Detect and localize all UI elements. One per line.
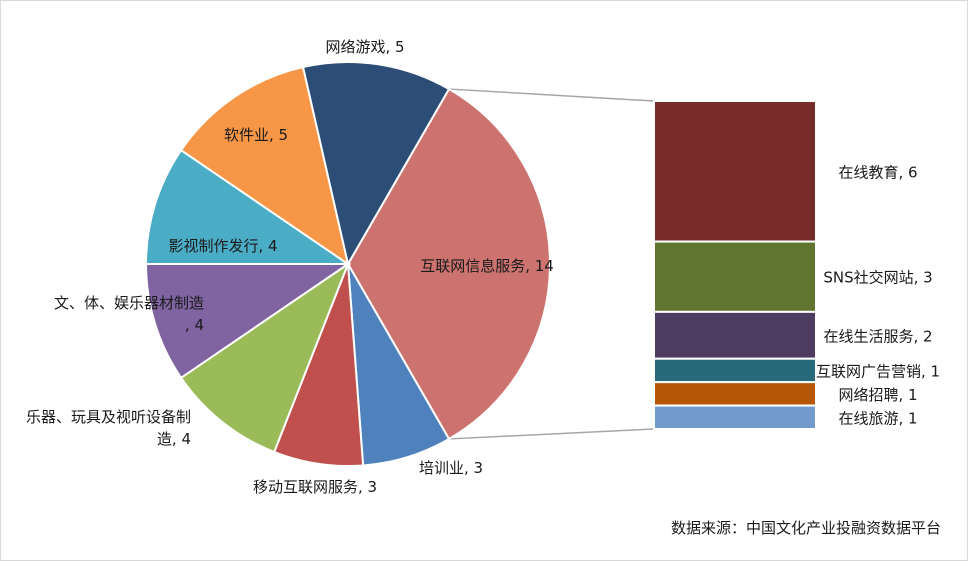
data-labels: 互联网信息服务, 14 培训业, 3 移动互联网服务, 3 乐器、玩具及视听设备制造,…: [26, 38, 940, 496]
stack-data-label: 在线生活服务, 2: [823, 327, 932, 345]
connector-line: [448, 428, 655, 440]
stack-data-label: 互联网广告营销, 1: [816, 362, 940, 380]
pie-slice: [179, 261, 351, 454]
stack-segment: [653, 381, 817, 407]
pie-slice: [301, 60, 451, 267]
pie-data-label: 互联网信息服务, 14: [420, 257, 554, 275]
source-note: 数据来源：中国文化产业投融资数据平台: [670, 519, 941, 537]
pie-data-label: 培训业, 3: [419, 459, 483, 477]
connector-lines: [448, 88, 655, 440]
stack-data-label: 在线旅游, 1: [838, 409, 917, 427]
pie-chart: [144, 60, 552, 467]
pie-data-label: 移动互联网服务, 3: [253, 478, 377, 496]
pie-slice: [144, 148, 352, 265]
stack-segment: [653, 357, 817, 384]
pie-slice: [179, 65, 350, 267]
pie-data-label: 网络游戏, 5: [325, 38, 404, 56]
stack-segment: [653, 240, 817, 313]
stack-segment: [653, 310, 817, 360]
connector-line: [448, 88, 655, 102]
stack-data-label: 网络招聘, 1: [838, 386, 917, 404]
pie-data-label: 软件业, 5: [224, 126, 288, 144]
pie-data-label: 影视制作发行, 4: [168, 237, 277, 255]
stack-segment: [653, 404, 817, 431]
stack-data-label: 在线教育, 6: [838, 163, 917, 181]
pie-data-label: 乐器、玩具及视听设备制造, 4: [26, 408, 191, 448]
pie-slice: [144, 263, 352, 380]
stack-segment: [653, 100, 817, 243]
breakdown-stacked-bar: [653, 100, 817, 431]
pie-data-label: 文、体、娱乐器材制造, 4: [54, 294, 204, 334]
stack-data-label: SNS社交网站, 3: [823, 269, 932, 287]
